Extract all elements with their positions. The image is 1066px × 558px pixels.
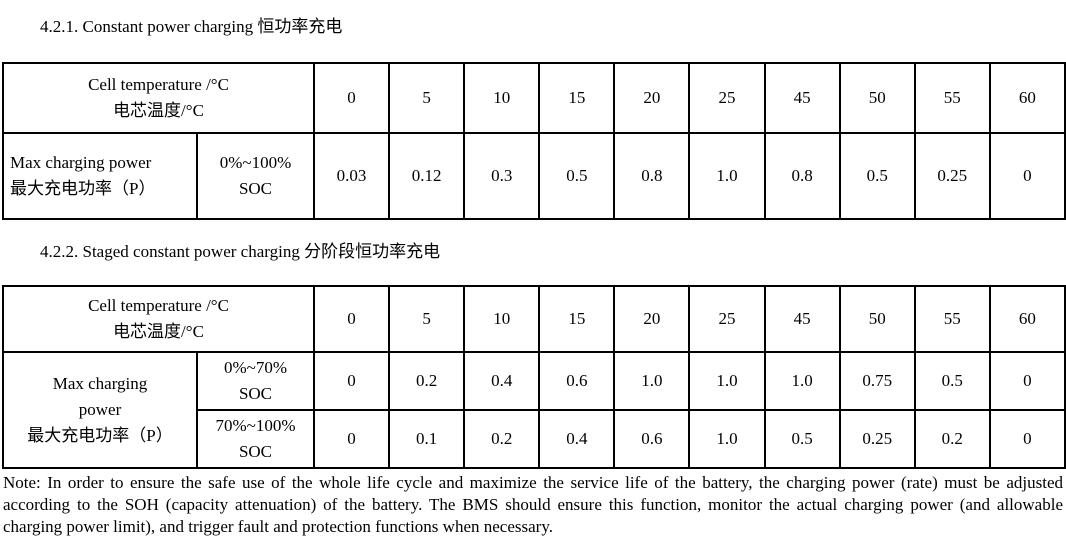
soc-range: 0%~100% bbox=[219, 153, 292, 172]
constant-power-charging-table: Cell temperature /°C 电芯温度/°C 0 5 10 15 2… bbox=[2, 62, 1066, 220]
value-cell: 1.0 bbox=[763, 351, 841, 411]
soc-unit: SOC bbox=[238, 442, 273, 461]
max-charging-power-label-cell: Max charging power 最大充电功率（P） bbox=[2, 132, 198, 220]
row-label-zh: 最大充电功率（P） bbox=[10, 179, 156, 198]
value-cell: 0.5 bbox=[838, 132, 916, 220]
temp-header-cell: 60 bbox=[988, 285, 1066, 353]
table-row: Max charging power 最大充电功率（P） 0%~70% SOC … bbox=[2, 351, 1066, 469]
value-cell: 0.4 bbox=[463, 351, 541, 411]
temp-header-cell: 0 bbox=[312, 62, 391, 134]
header-label-zh: 电芯温度/°C bbox=[113, 322, 204, 341]
soc-unit: SOC bbox=[238, 384, 273, 403]
temp-header-cell: 50 bbox=[838, 62, 916, 134]
row-label-zh: 最大充电功率（P） bbox=[27, 426, 173, 445]
value-cell: 0.5 bbox=[538, 132, 616, 220]
section-4-2-1-heading: 4.2.1. Constant power charging 恒功率充电 bbox=[40, 17, 343, 36]
value-cell: 0.25 bbox=[913, 132, 991, 220]
header-label-en: Cell temperature /°C bbox=[88, 75, 229, 94]
temp-header-cell: 50 bbox=[838, 285, 916, 353]
table-row: Max charging power 最大充电功率（P） 0%~100% SOC… bbox=[2, 132, 1066, 220]
value-cell: 0.03 bbox=[312, 132, 391, 220]
value-cell: 1.0 bbox=[688, 132, 766, 220]
value-cell: 0.8 bbox=[613, 132, 691, 220]
max-charging-power-label-cell: Max charging power 最大充电功率（P） bbox=[2, 351, 198, 469]
note-paragraph: Note: In order to ensure the safe use of… bbox=[3, 473, 1063, 536]
temp-header-cell: 15 bbox=[538, 62, 616, 134]
temp-header-cell: 25 bbox=[688, 285, 766, 353]
temp-header-cell: 55 bbox=[913, 285, 991, 353]
row-label-en: Max charging bbox=[52, 374, 148, 393]
value-cell: 1.0 bbox=[613, 351, 691, 411]
temp-header-cell: 0 bbox=[312, 285, 391, 353]
cell-temperature-header-cell: Cell temperature /°C 电芯温度/°C bbox=[2, 285, 315, 353]
temp-header-cell: 45 bbox=[763, 62, 841, 134]
value-cell: 0.4 bbox=[538, 409, 616, 469]
temp-header-cell: 5 bbox=[388, 285, 466, 353]
temp-header-cell: 20 bbox=[613, 285, 691, 353]
value-cell: 0.5 bbox=[913, 351, 991, 411]
temp-header-cell: 45 bbox=[763, 285, 841, 353]
value-cell: 0.1 bbox=[388, 409, 466, 469]
row-label-en: Max charging power bbox=[10, 153, 152, 172]
temp-header-cell: 25 bbox=[688, 62, 766, 134]
value-cell: 0 bbox=[312, 409, 391, 469]
soc-unit: SOC bbox=[238, 179, 273, 198]
temp-header-cell: 10 bbox=[463, 285, 541, 353]
value-cell: 0.3 bbox=[463, 132, 541, 220]
row-label-en: power bbox=[78, 400, 122, 419]
value-cell: 0.12 bbox=[388, 132, 466, 220]
temp-header-cell: 15 bbox=[538, 285, 616, 353]
table-row: Cell temperature /°C 电芯温度/°C 0 5 10 15 2… bbox=[2, 285, 1066, 353]
value-cell: 0.6 bbox=[613, 409, 691, 469]
soc-label-cell: 0%~70% SOC bbox=[196, 351, 315, 411]
soc-range: 70%~100% bbox=[215, 416, 296, 435]
temp-header-cell: 55 bbox=[913, 62, 991, 134]
temp-header-cell: 60 bbox=[988, 62, 1066, 134]
table-row: Cell temperature /°C 电芯温度/°C 0 5 10 15 2… bbox=[2, 62, 1066, 134]
value-cell: 1.0 bbox=[688, 351, 766, 411]
value-cell: 0.5 bbox=[763, 409, 841, 469]
staged-constant-power-charging-table: Cell temperature /°C 电芯温度/°C 0 5 10 15 2… bbox=[2, 285, 1066, 469]
soc-label-cell: 0%~100% SOC bbox=[196, 132, 315, 220]
value-cell: 0 bbox=[988, 132, 1066, 220]
table-row: 70%~100% SOC 0 0.1 0.2 0.4 0.6 1.0 0.5 0… bbox=[3, 409, 1066, 469]
temp-header-cell: 20 bbox=[613, 62, 691, 134]
header-label-zh: 电芯温度/°C bbox=[113, 101, 204, 120]
value-cell: 0.6 bbox=[538, 351, 616, 411]
cell-temperature-header-cell: Cell temperature /°C 电芯温度/°C bbox=[2, 62, 315, 134]
value-cell: 1.0 bbox=[688, 409, 766, 469]
value-cell: 0.8 bbox=[763, 132, 841, 220]
soc-range: 0%~70% bbox=[223, 358, 288, 377]
soc-label-cell: 70%~100% SOC bbox=[196, 409, 315, 469]
temp-header-cell: 10 bbox=[463, 62, 541, 134]
value-cell: 0.2 bbox=[388, 351, 466, 411]
value-cell: 0.75 bbox=[838, 351, 916, 411]
value-cell: 0 bbox=[988, 351, 1066, 411]
header-label-en: Cell temperature /°C bbox=[88, 296, 229, 315]
value-cell: 0.25 bbox=[838, 409, 916, 469]
temp-header-cell: 5 bbox=[388, 62, 466, 134]
value-cell: 0 bbox=[312, 351, 391, 411]
value-cell: 0.2 bbox=[913, 409, 991, 469]
section-4-2-2-heading: 4.2.2. Staged constant power charging 分阶… bbox=[40, 242, 441, 261]
value-cell: 0 bbox=[988, 409, 1066, 469]
value-cell: 0.2 bbox=[463, 409, 541, 469]
